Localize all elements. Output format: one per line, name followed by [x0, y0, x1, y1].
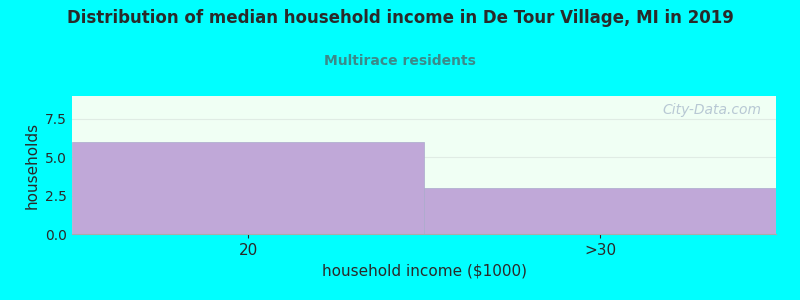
Y-axis label: households: households — [25, 122, 40, 208]
Bar — [72, 142, 424, 234]
Text: Multirace residents: Multirace residents — [324, 54, 476, 68]
Text: City-Data.com: City-Data.com — [663, 103, 762, 117]
X-axis label: household income ($1000): household income ($1000) — [322, 264, 526, 279]
Text: Distribution of median household income in De Tour Village, MI in 2019: Distribution of median household income … — [66, 9, 734, 27]
Bar — [424, 188, 776, 234]
